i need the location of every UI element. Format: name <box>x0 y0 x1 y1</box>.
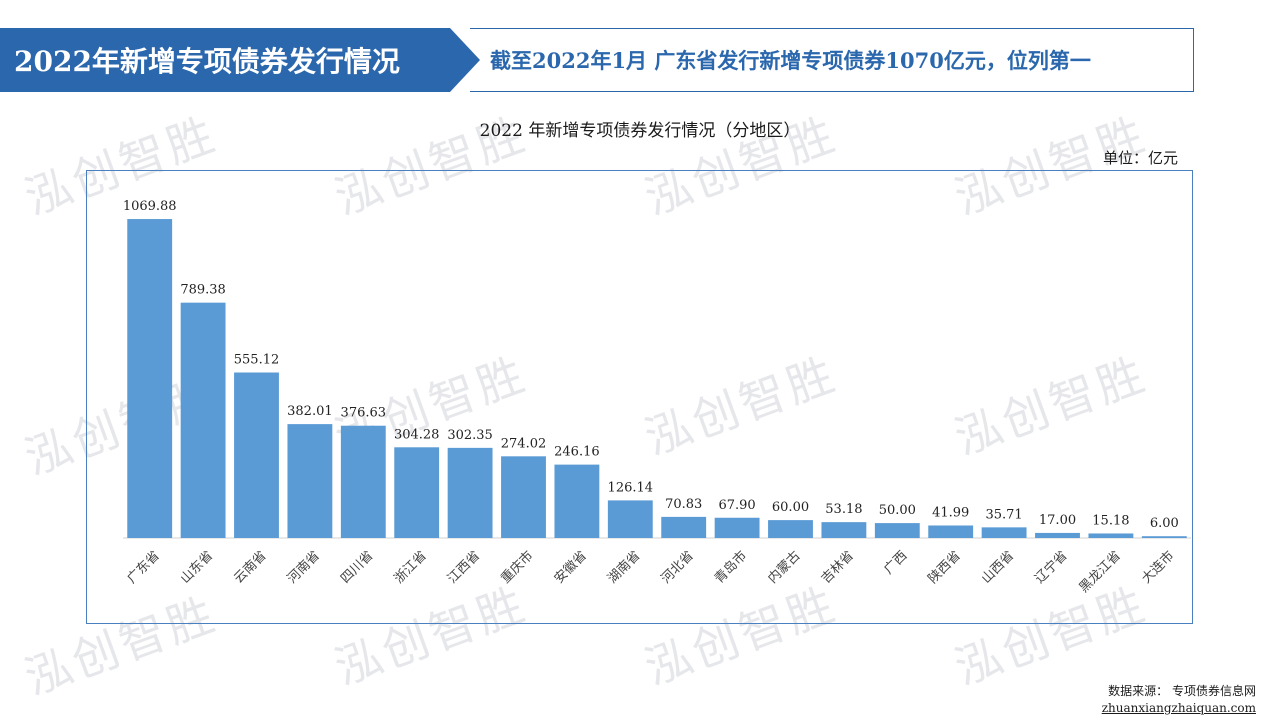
data-label: 246.16 <box>554 445 600 460</box>
x-tick-label: 安徽省 <box>552 548 590 586</box>
data-label: 304.28 <box>394 427 440 442</box>
bar-湖南省 <box>607 500 653 538</box>
x-tick-label: 湖南省 <box>604 548 643 587</box>
data-label: 50.00 <box>879 503 916 518</box>
unit-label: 单位：亿元 <box>1102 149 1178 167</box>
x-tick-label: 重庆市 <box>498 548 537 587</box>
data-label: 70.83 <box>665 497 702 512</box>
bar-山西省 <box>981 527 1027 538</box>
data-source: 数据来源： 专项债券信息网 zhuanxiangzhaiquan.com <box>1102 683 1256 717</box>
bar-陕西省 <box>928 525 974 538</box>
data-label: 126.14 <box>608 480 654 495</box>
chart-frame: 1069.88 广东省 789.38 山东省 555.12 云南省 382.01 河南省 376… <box>86 170 1193 624</box>
bar-河南省 <box>287 424 333 538</box>
x-tick-label: 河北省 <box>659 548 697 586</box>
slide-title: 2022年新增专项债券发行情况 <box>0 28 436 92</box>
data-label: 6.00 <box>1150 516 1179 531</box>
slide-subtitle: 截至2022年1月 广东省发行新增专项债券1070亿元，位列第一 <box>470 28 1194 92</box>
bar-黑龙江省 <box>1088 533 1134 538</box>
data-label: 376.63 <box>341 406 387 421</box>
x-tick-label: 山东省 <box>178 548 216 586</box>
bar-重庆市 <box>501 456 546 538</box>
bar-大连市 <box>1141 536 1187 538</box>
data-label: 41.99 <box>932 505 969 520</box>
x-tick-label: 四川省 <box>338 548 376 586</box>
chart-title: 2022 年新增专项债券发行情况（分地区） <box>479 121 801 141</box>
bar-内蒙古 <box>768 520 813 538</box>
bar-辽宁省 <box>1035 532 1080 538</box>
x-tick-label: 江西省 <box>445 548 483 586</box>
data-label: 67.90 <box>718 498 755 513</box>
data-label: 789.38 <box>180 283 226 298</box>
x-tick-label: 吉林省 <box>819 548 857 586</box>
bar-四川省 <box>340 425 386 538</box>
data-label: 555.12 <box>234 353 280 368</box>
data-label: 1069.88 <box>123 199 177 214</box>
bar-安徽省 <box>554 464 600 538</box>
x-tick-label: 河南省 <box>284 548 323 587</box>
data-label: 302.35 <box>447 428 493 443</box>
bar-江西省 <box>447 447 493 538</box>
bar-广东省 <box>127 219 173 538</box>
x-tick-label: 山西省 <box>979 548 1017 586</box>
data-label: 274.02 <box>501 436 547 451</box>
x-tick-label: 云南省 <box>231 548 270 587</box>
bar-山东省 <box>180 302 226 538</box>
bar-浙江省 <box>394 447 440 538</box>
data-label: 382.01 <box>287 404 333 419</box>
data-label: 60.00 <box>772 500 809 515</box>
x-tick-label: 浙江省 <box>392 548 430 586</box>
x-tick-label: 广西 <box>881 548 910 577</box>
data-label: 17.00 <box>1039 513 1076 528</box>
x-tick-label: 广东省 <box>125 548 163 586</box>
bar-广西 <box>874 523 920 538</box>
source-label: 数据来源： 专项债券信息网 <box>1108 684 1256 698</box>
x-tick-label: 辽宁省 <box>1032 548 1071 587</box>
x-tick-label: 黑龙江省 <box>1077 548 1124 595</box>
bar-云南省 <box>234 372 279 538</box>
x-tick-label: 青岛市 <box>711 548 750 587</box>
bar-chart: 1069.88 广东省 789.38 山东省 555.12 云南省 382.01 河南省 376… <box>123 199 1191 596</box>
header-arrow-shape <box>436 28 480 92</box>
source-link[interactable]: zhuanxiangzhaiquan.com <box>1101 701 1256 715</box>
data-label: 35.71 <box>985 507 1022 522</box>
data-label: 53.18 <box>825 502 862 517</box>
x-tick-label: 内蒙古 <box>765 548 804 587</box>
bar-河北省 <box>661 516 707 538</box>
bar-吉林省 <box>821 522 867 538</box>
data-label: 15.18 <box>1092 513 1129 528</box>
x-tick-label: 大连市 <box>1138 548 1177 587</box>
bar-青岛市 <box>714 517 760 538</box>
x-tick-label: 陕西省 <box>926 548 964 586</box>
